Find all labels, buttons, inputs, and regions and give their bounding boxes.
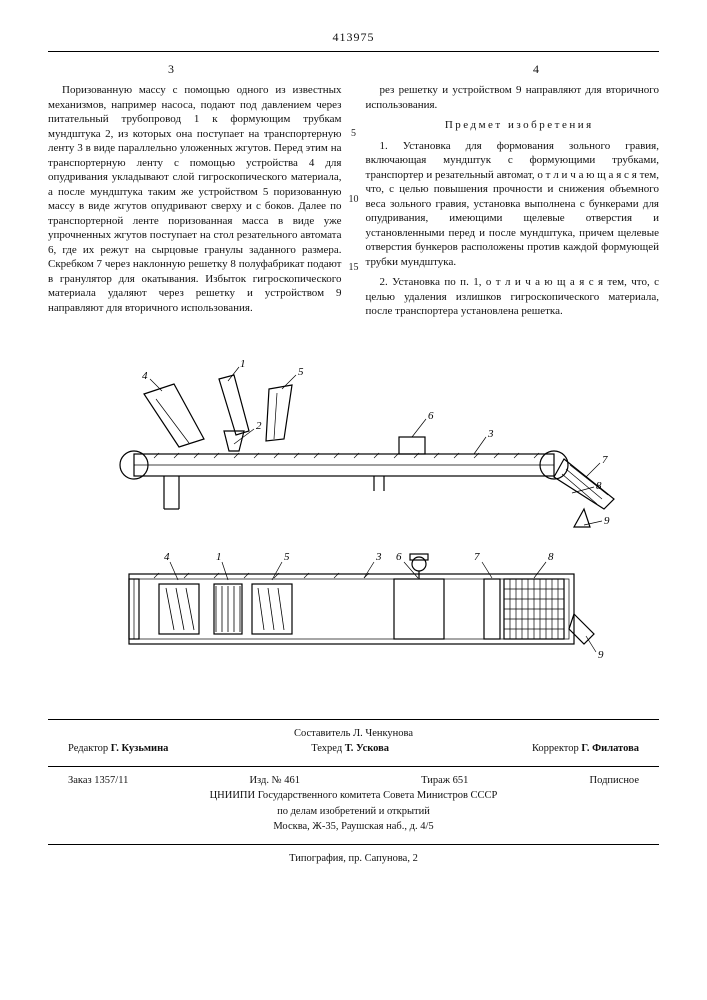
svg-text:4: 4 [164, 551, 170, 563]
svg-text:5: 5 [284, 551, 290, 563]
corrector-cell: Корректор Г. Филатова [532, 741, 639, 756]
svg-text:3: 3 [375, 551, 382, 563]
line-number-10: 10 [344, 193, 364, 206]
sign: Подписное [590, 773, 639, 788]
left-paragraph-1: Поризованную массу с помощью одного из и… [48, 83, 342, 315]
page-number-right: 4 [533, 62, 539, 77]
techred-cell: Техред Т. Ускова [311, 741, 389, 756]
technical-drawing: 1 2 3 4 5 6 7 8 9 [74, 359, 634, 689]
org-line-1: ЦНИИПИ Государственного комитета Совета … [48, 788, 659, 803]
page-number-left: 3 [168, 62, 174, 77]
right-continuation: рез решетку и устройством 9 направляют д… [366, 83, 660, 112]
order: Заказ 1357/11 [68, 773, 128, 788]
line-number-15: 15 [344, 261, 364, 274]
claim-2: 2. Установка по п. 1, о т л и ч а ю щ а … [366, 275, 660, 319]
svg-text:3: 3 [487, 428, 494, 440]
claim-1: 1. Установка для формования зольного гра… [366, 139, 660, 270]
two-column-body: Поризованную массу с помощью одного из и… [48, 83, 659, 325]
top-divider [48, 51, 659, 52]
document-number: 413975 [48, 30, 659, 45]
order-row: Заказ 1357/11 Изд. № 461 Тираж 651 Подпи… [48, 773, 659, 788]
credits-divider-mid [48, 766, 659, 767]
figure-area: 1 2 3 4 5 6 7 8 9 [48, 359, 659, 689]
org-line-2: по делам изобретений и открытий [48, 804, 659, 819]
composer-name: Л. Ченкунова [353, 728, 413, 739]
svg-text:9: 9 [604, 515, 610, 527]
tirazh: Тираж 651 [421, 773, 468, 788]
svg-text:9: 9 [598, 649, 604, 661]
svg-text:2: 2 [256, 420, 262, 432]
patent-page: 413975 3 4 Поризованную массу с помощью … [0, 0, 707, 1000]
issue: Изд. № 461 [249, 773, 300, 788]
svg-text:1: 1 [216, 551, 222, 563]
line-number-5: 5 [344, 127, 364, 140]
svg-text:8: 8 [548, 551, 554, 563]
typography-line: Типография, пр. Сапунова, 2 [48, 851, 659, 866]
svg-text:1: 1 [240, 359, 246, 370]
composer-line: Составитель Л. Ченкунова [48, 726, 659, 741]
credits-block: Составитель Л. Ченкунова Редактор Г. Куз… [48, 726, 659, 867]
left-column: Поризованную массу с помощью одного из и… [48, 83, 342, 325]
svg-text:5: 5 [298, 366, 304, 378]
page-numbers-row: 3 4 [48, 62, 659, 77]
address-line: Москва, Ж-35, Раушская наб., д. 4/5 [48, 819, 659, 834]
svg-text:7: 7 [474, 551, 480, 563]
svg-text:6: 6 [396, 551, 402, 563]
svg-text:8: 8 [596, 480, 602, 492]
right-column: рез решетку и устройством 9 направляют д… [366, 83, 660, 325]
editors-row: Редактор Г. Кузьмина Техред Т. Ускова Ко… [48, 741, 659, 756]
credits-divider-top [48, 719, 659, 720]
composer-label: Составитель [294, 728, 350, 739]
svg-text:6: 6 [428, 410, 434, 422]
credits-divider-bottom [48, 844, 659, 845]
subject-of-invention-title: Предмет изобретения [366, 118, 660, 133]
svg-text:4: 4 [142, 370, 148, 382]
svg-text:7: 7 [602, 454, 608, 466]
editor-cell: Редактор Г. Кузьмина [68, 741, 168, 756]
